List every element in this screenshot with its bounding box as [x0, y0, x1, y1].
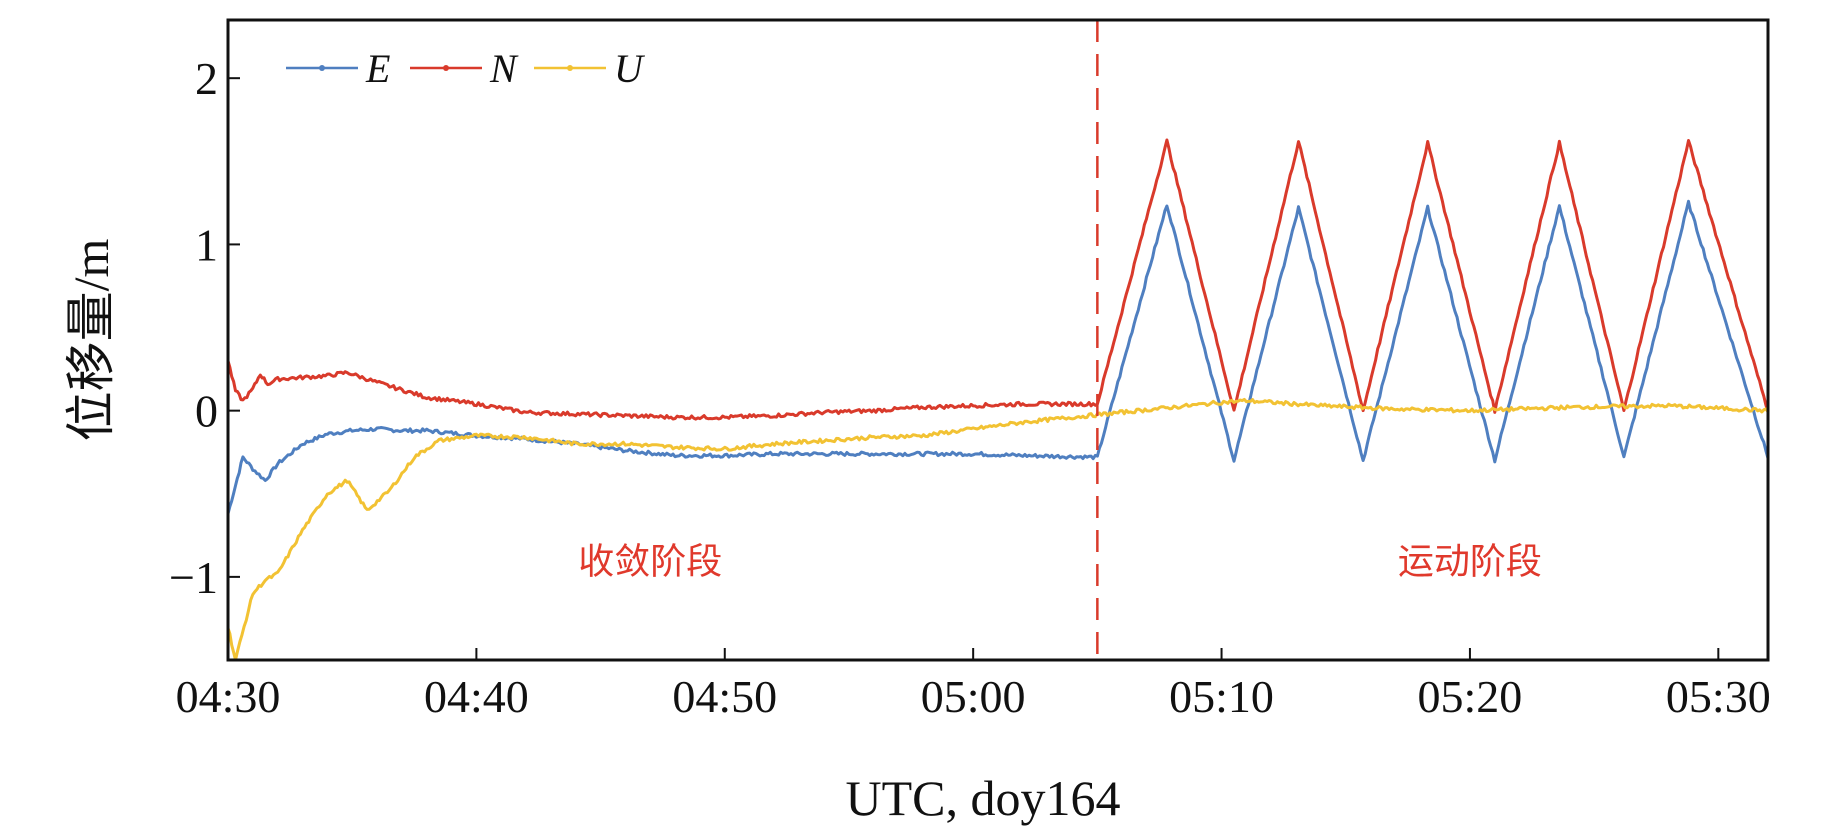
series-layer: [226, 138, 1770, 662]
y-tick-label: −1: [169, 552, 218, 603]
phase-labels: 收敛阶段 运动阶段: [578, 542, 1542, 583]
series-line-U: [226, 397, 1770, 662]
legend-label-E: E: [365, 46, 390, 91]
legend-label-N: N: [489, 46, 519, 91]
series-line-E: [226, 199, 1770, 515]
x-axis-title: UTC, doy164: [846, 770, 1121, 826]
legend-marker-U: [567, 65, 573, 71]
x-tick-label: 05:10: [1169, 671, 1274, 722]
plot-frame: [226, 18, 1770, 662]
legend-marker-E: [319, 65, 325, 71]
x-tick-label: 04:50: [672, 671, 777, 722]
legend-marker-N: [443, 65, 449, 71]
axis-ticks: 04:30 04:40 04:50 05:00 05:10 05:20 05:30 −1 0 1 2: [169, 53, 1771, 722]
x-tick-label: 05:00: [921, 671, 1026, 722]
x-tick-label: 05:30: [1666, 671, 1771, 722]
x-tick-label: 04:40: [424, 671, 529, 722]
legend-label-U: U: [614, 46, 646, 91]
y-tick-label: 0: [195, 386, 218, 437]
phase-label-1: 运动阶段: [1398, 542, 1542, 583]
x-tick-label: 05:20: [1418, 671, 1523, 722]
y-axis-title: 位移量/m: [63, 239, 119, 442]
series-line-N: [226, 138, 1770, 421]
phase-label-0: 收敛阶段: [578, 542, 722, 583]
y-tick-label: 1: [195, 219, 218, 270]
y-tick-label: 2: [195, 53, 218, 104]
x-tick-label: 04:30: [176, 671, 281, 722]
